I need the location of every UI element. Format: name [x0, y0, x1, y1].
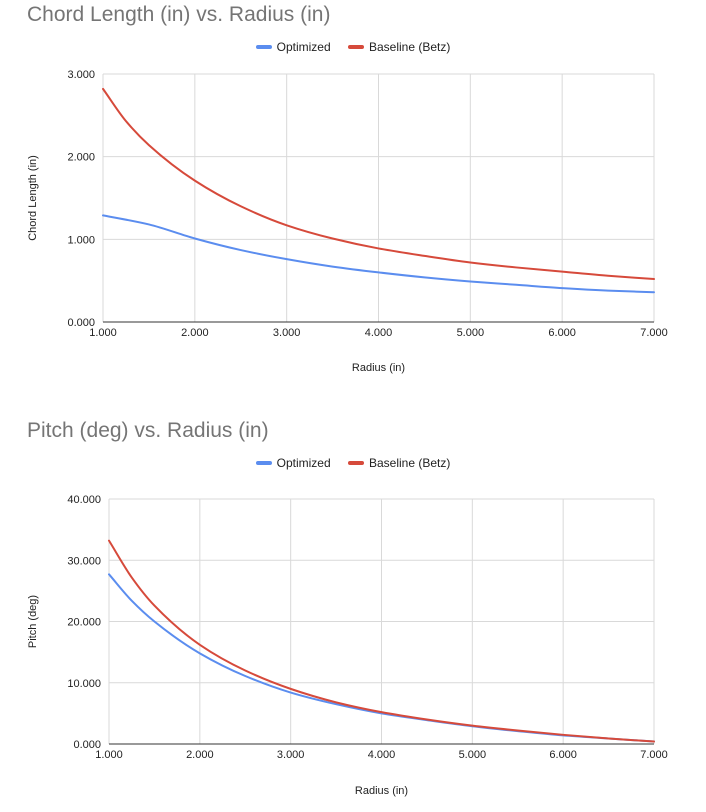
- legend-item-optimized[interactable]: Optimized: [255, 456, 331, 470]
- grid: [102, 73, 655, 323]
- series-line-baseline[interactable]: [102, 87, 655, 281]
- chord-length-chart: Chord Length (in) vs. Radius (in) Optimi…: [0, 0, 706, 400]
- grid: [108, 498, 655, 745]
- x-axis-title: Radius (in): [355, 785, 408, 797]
- y-axis-title: Pitch (deg): [27, 595, 39, 648]
- chord-length-plot: 1.000 2.000 3.000 4.000 5.000 6.000 7.000 0.000…: [27, 69, 668, 374]
- legend-label-baseline: Baseline (Betz): [369, 40, 451, 54]
- legend: Optimized Baseline (Betz): [0, 456, 706, 470]
- y-tick-label: 30.000: [67, 555, 101, 567]
- series-line-optimized[interactable]: [102, 214, 655, 294]
- x-axis-title: Radius (in): [352, 362, 405, 374]
- x-tick-label: 1.000: [89, 327, 117, 339]
- y-tick-label: 10.000: [67, 678, 101, 690]
- x-tick-label: 2.000: [181, 327, 209, 339]
- legend-label-baseline: Baseline (Betz): [369, 456, 451, 470]
- legend-item-baseline[interactable]: Baseline (Betz): [348, 40, 450, 54]
- y-tick-label: 0.000: [67, 317, 95, 329]
- x-tick-label: 6.000: [548, 327, 576, 339]
- pitch-chart: Pitch (deg) vs. Radius (in) Optimized Ba…: [0, 416, 706, 812]
- legend-label-optimized: Optimized: [276, 40, 331, 54]
- legend-swatch-baseline: [348, 460, 364, 465]
- x-tick-label: 7.000: [640, 327, 668, 339]
- chart-title: Chord Length (in) vs. Radius (in): [27, 3, 331, 26]
- legend-swatch-optimized: [255, 44, 272, 49]
- legend-swatch-optimized: [255, 460, 272, 465]
- x-tick-label: 3.000: [273, 327, 301, 339]
- y-tick-label: 20.000: [67, 617, 101, 629]
- x-tick-label: 3.000: [277, 749, 305, 761]
- x-tick-label: 1.000: [95, 749, 123, 761]
- x-tick-label: 5.000: [457, 327, 485, 339]
- x-tick-label: 4.000: [365, 327, 393, 339]
- y-axis-title: Chord Length (in): [27, 155, 39, 241]
- pitch-plot: 1.000 2.000 3.000 4.000 5.000 6.000 7.000 0.000…: [27, 494, 668, 797]
- y-tick-label: 2.000: [67, 152, 95, 164]
- legend-item-baseline[interactable]: Baseline (Betz): [348, 456, 450, 470]
- series-line-baseline[interactable]: [108, 539, 655, 743]
- legend: Optimized Baseline (Betz): [0, 40, 706, 54]
- legend-item-optimized[interactable]: Optimized: [255, 40, 331, 54]
- y-tick-label: 0.000: [73, 739, 101, 751]
- x-tick-label: 2.000: [186, 749, 214, 761]
- x-tick-label: 7.000: [640, 749, 668, 761]
- x-tick-label: 5.000: [459, 749, 487, 761]
- x-tick-label: 4.000: [368, 749, 396, 761]
- y-tick-label: 1.000: [67, 234, 95, 246]
- legend-swatch-baseline: [348, 44, 364, 49]
- legend-label-optimized: Optimized: [276, 456, 331, 470]
- y-tick-label: 40.000: [67, 494, 101, 506]
- chart-title: Pitch (deg) vs. Radius (in): [27, 419, 269, 442]
- y-tick-label: 3.000: [67, 69, 95, 81]
- x-tick-label: 6.000: [549, 749, 577, 761]
